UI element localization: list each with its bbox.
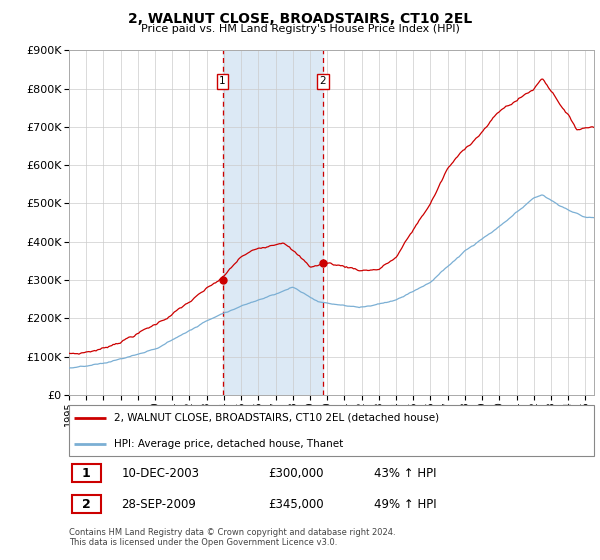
Bar xyxy=(223,50,323,395)
FancyBboxPatch shape xyxy=(71,495,101,514)
Text: 28-SEP-2009: 28-SEP-2009 xyxy=(121,498,196,511)
Text: Price paid vs. HM Land Registry's House Price Index (HPI): Price paid vs. HM Land Registry's House … xyxy=(140,24,460,34)
Text: 2: 2 xyxy=(82,498,91,511)
Text: £300,000: £300,000 xyxy=(269,467,324,480)
Text: 2, WALNUT CLOSE, BROADSTAIRS, CT10 2EL (detached house): 2, WALNUT CLOSE, BROADSTAIRS, CT10 2EL (… xyxy=(113,413,439,423)
Text: 1: 1 xyxy=(82,467,91,480)
Text: HPI: Average price, detached house, Thanet: HPI: Average price, detached house, Than… xyxy=(113,438,343,449)
Text: 49% ↑ HPI: 49% ↑ HPI xyxy=(373,498,436,511)
Text: 43% ↑ HPI: 43% ↑ HPI xyxy=(373,467,436,480)
Text: Contains HM Land Registry data © Crown copyright and database right 2024.
This d: Contains HM Land Registry data © Crown c… xyxy=(69,528,395,547)
Text: 2: 2 xyxy=(319,76,326,86)
Text: 1: 1 xyxy=(219,76,226,86)
Text: £345,000: £345,000 xyxy=(269,498,324,511)
Text: 2, WALNUT CLOSE, BROADSTAIRS, CT10 2EL: 2, WALNUT CLOSE, BROADSTAIRS, CT10 2EL xyxy=(128,12,472,26)
FancyBboxPatch shape xyxy=(71,464,101,482)
Text: 10-DEC-2003: 10-DEC-2003 xyxy=(121,467,199,480)
